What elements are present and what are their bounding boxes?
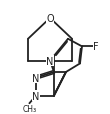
Text: N: N [32, 73, 40, 83]
Text: N: N [46, 56, 54, 66]
Text: N: N [32, 91, 40, 101]
Text: O: O [46, 14, 54, 24]
Text: F: F [93, 42, 99, 52]
Text: CH₃: CH₃ [22, 104, 36, 113]
